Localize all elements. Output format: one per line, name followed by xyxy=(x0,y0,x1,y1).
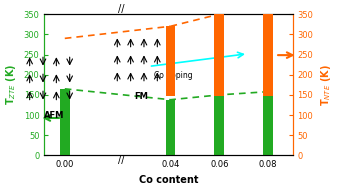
Text: //: // xyxy=(119,155,125,165)
Text: //: // xyxy=(119,4,125,14)
Bar xyxy=(166,100,176,155)
Bar xyxy=(263,14,273,96)
Bar xyxy=(214,14,224,96)
Bar xyxy=(214,95,224,155)
Y-axis label: T$_{ZTE}$ (K): T$_{ZTE}$ (K) xyxy=(4,64,18,105)
Text: FM: FM xyxy=(134,92,149,101)
Y-axis label: T$_{NTE}$ (K): T$_{NTE}$ (K) xyxy=(319,64,333,106)
Bar xyxy=(166,26,176,96)
Text: Co doping: Co doping xyxy=(154,71,192,80)
Text: AFM: AFM xyxy=(44,111,64,120)
Bar xyxy=(263,92,273,155)
X-axis label: Co content: Co content xyxy=(139,175,198,185)
Bar xyxy=(60,89,70,155)
